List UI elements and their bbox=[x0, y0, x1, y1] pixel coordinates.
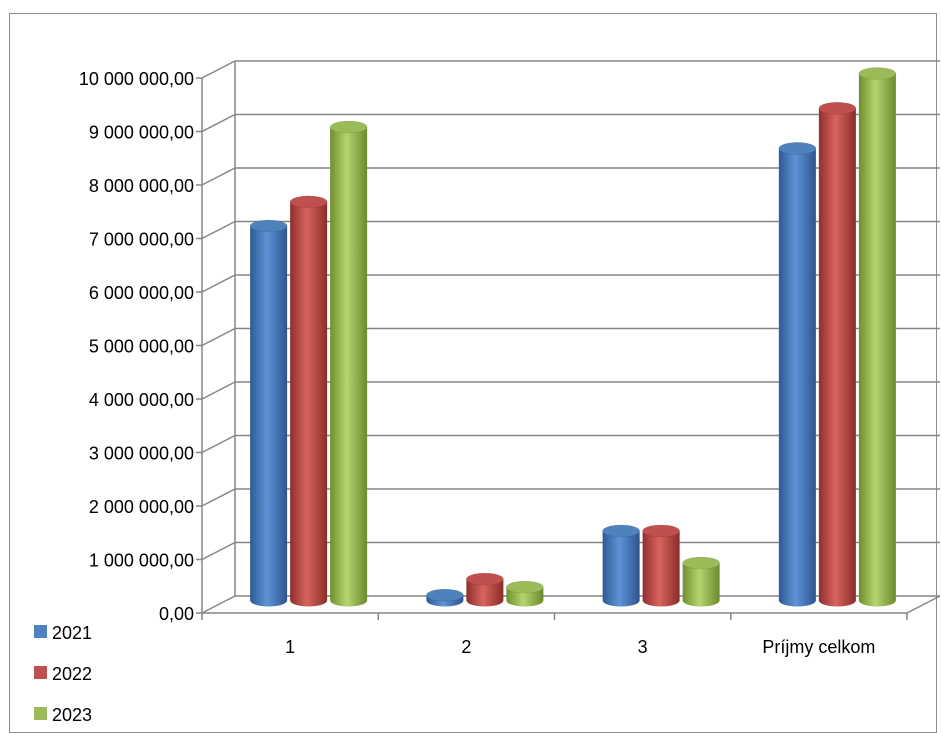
gridline bbox=[201, 541, 940, 561]
legend-swatch bbox=[34, 707, 47, 720]
gridline bbox=[201, 434, 940, 454]
bar bbox=[642, 524, 680, 607]
bar-body bbox=[858, 73, 896, 607]
bar-top bbox=[818, 102, 857, 115]
axes bbox=[196, 77, 941, 620]
y-tick-label: 9 000 000,00 bbox=[89, 123, 194, 143]
bar-top bbox=[426, 588, 464, 602]
bar bbox=[329, 120, 368, 607]
legend-swatch bbox=[34, 666, 47, 679]
y-tick-label: 5 000 000,00 bbox=[89, 337, 194, 357]
bar-body bbox=[682, 563, 720, 607]
bar bbox=[818, 102, 857, 607]
y-tick-label: 3 000 000,00 bbox=[89, 444, 194, 464]
gridlines bbox=[201, 60, 940, 614]
bar-body bbox=[778, 148, 816, 607]
legend-label: 2021 bbox=[52, 623, 92, 643]
bar-top bbox=[858, 67, 897, 80]
legend-item: 2023 bbox=[34, 705, 92, 725]
bar bbox=[682, 556, 720, 607]
bar bbox=[249, 219, 288, 607]
bar-top bbox=[466, 572, 504, 586]
y-tick-labels: 0,00 1 000 000,00 2 000 000,00 3 000 000,00… bbox=[79, 69, 194, 624]
gridline bbox=[201, 167, 940, 186]
y-tick-label: 4 000 000,00 bbox=[89, 390, 194, 410]
bar bbox=[778, 142, 817, 607]
bar-body bbox=[330, 127, 368, 607]
bar-top bbox=[602, 524, 640, 538]
x-tick-labels: 1 2 3 Príjmy celkom bbox=[285, 637, 875, 657]
bar-body bbox=[290, 201, 328, 607]
gridline bbox=[201, 488, 940, 507]
gridline bbox=[201, 274, 940, 293]
legend-label: 2023 bbox=[52, 705, 92, 725]
x-tick-label: 3 bbox=[638, 637, 648, 657]
bar bbox=[426, 588, 464, 607]
bar bbox=[602, 524, 640, 607]
gridline bbox=[201, 60, 940, 79]
bars bbox=[249, 67, 897, 607]
floor-edge bbox=[906, 595, 941, 614]
x-tick-label: 1 bbox=[285, 637, 295, 657]
bar-body bbox=[818, 108, 856, 607]
bar bbox=[858, 67, 897, 607]
bar-top bbox=[249, 219, 288, 233]
x-tick-label: Príjmy celkom bbox=[762, 637, 875, 657]
legend: 2021 2022 2023 bbox=[34, 623, 92, 725]
bar-top bbox=[778, 142, 817, 155]
gridline bbox=[201, 113, 940, 133]
bar bbox=[506, 580, 544, 607]
x-tick-label: 2 bbox=[461, 637, 471, 657]
bar-top bbox=[289, 195, 328, 209]
y-tick-label: 2 000 000,00 bbox=[89, 497, 194, 517]
bar bbox=[289, 195, 328, 607]
gridline bbox=[201, 381, 940, 400]
bar bbox=[466, 572, 504, 607]
legend-item: 2022 bbox=[34, 664, 92, 684]
gridline bbox=[201, 220, 940, 240]
legend-swatch bbox=[34, 625, 47, 638]
y-tick-label: 0,00 bbox=[159, 604, 194, 624]
bar-body bbox=[250, 226, 288, 607]
bar-body bbox=[466, 579, 504, 607]
legend-label: 2022 bbox=[52, 664, 92, 684]
y-tick-label: 10 000 000,00 bbox=[79, 69, 194, 89]
y-tick-label: 1 000 000,00 bbox=[89, 551, 194, 571]
bar-body bbox=[642, 530, 680, 607]
legend-item: 2021 bbox=[34, 623, 92, 643]
bar-top bbox=[682, 556, 720, 570]
bar-top bbox=[506, 580, 544, 594]
bar-body bbox=[602, 530, 640, 607]
gridline bbox=[201, 327, 940, 347]
y-tick-label: 8 000 000,00 bbox=[89, 176, 194, 196]
bar-top bbox=[329, 120, 368, 134]
y-tick-label: 6 000 000,00 bbox=[89, 283, 194, 303]
y-tick-label: 7 000 000,00 bbox=[89, 230, 194, 250]
bar-top bbox=[642, 524, 680, 538]
